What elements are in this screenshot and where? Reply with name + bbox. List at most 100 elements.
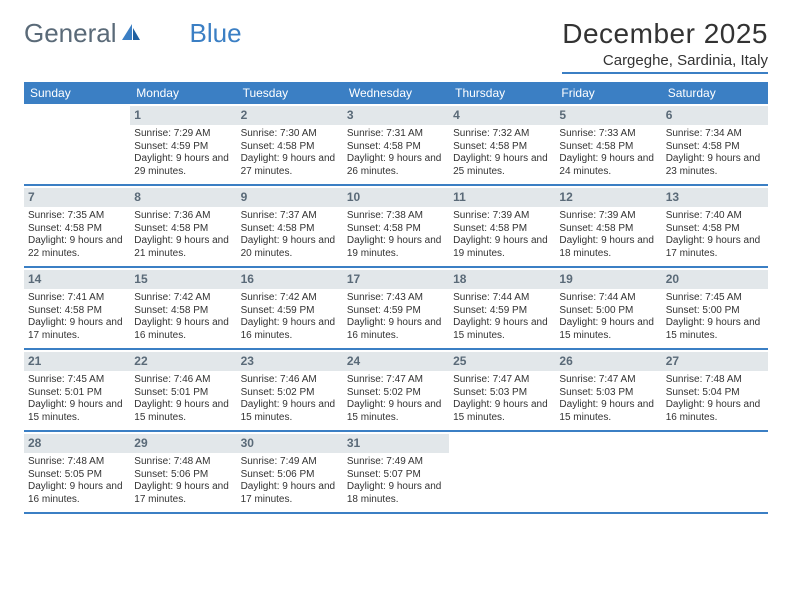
sunrise-text: Sunrise: 7:44 AM: [453, 292, 551, 305]
sunrise-text: Sunrise: 7:48 AM: [134, 456, 232, 469]
calendar: Sunday Monday Tuesday Wednesday Thursday…: [24, 82, 768, 514]
daylight-text: Daylight: 9 hours and 15 minutes.: [453, 317, 551, 342]
day-number: 8: [130, 188, 236, 207]
day-cell: 21Sunrise: 7:45 AMSunset: 5:01 PMDayligh…: [24, 350, 130, 430]
sunrise-text: Sunrise: 7:40 AM: [666, 210, 764, 223]
sunset-text: Sunset: 4:58 PM: [453, 223, 551, 236]
daylight-text: Daylight: 9 hours and 15 minutes.: [241, 399, 339, 424]
sunset-text: Sunset: 5:03 PM: [453, 387, 551, 400]
week-row: 14Sunrise: 7:41 AMSunset: 4:58 PMDayligh…: [24, 268, 768, 350]
day-number: 26: [555, 352, 661, 371]
day-number: 17: [343, 270, 449, 289]
sunset-text: Sunset: 4:58 PM: [559, 223, 657, 236]
day-cell: 8Sunrise: 7:36 AMSunset: 4:58 PMDaylight…: [130, 186, 236, 266]
daylight-text: Daylight: 9 hours and 16 minutes.: [134, 317, 232, 342]
day-number: 22: [130, 352, 236, 371]
day-number: 27: [662, 352, 768, 371]
day-cell: 26Sunrise: 7:47 AMSunset: 5:03 PMDayligh…: [555, 350, 661, 430]
day-cell: 17Sunrise: 7:43 AMSunset: 4:59 PMDayligh…: [343, 268, 449, 348]
sunset-text: Sunset: 5:06 PM: [134, 469, 232, 482]
weekday-tuesday: Tuesday: [237, 82, 343, 104]
day-number: 7: [24, 188, 130, 207]
daylight-text: Daylight: 9 hours and 15 minutes.: [28, 399, 126, 424]
sunset-text: Sunset: 5:01 PM: [134, 387, 232, 400]
daylight-text: Daylight: 9 hours and 15 minutes.: [453, 399, 551, 424]
daylight-text: Daylight: 9 hours and 16 minutes.: [28, 481, 126, 506]
day-number: 11: [449, 188, 555, 207]
sunset-text: Sunset: 4:58 PM: [453, 141, 551, 154]
sunrise-text: Sunrise: 7:48 AM: [666, 374, 764, 387]
sunset-text: Sunset: 5:02 PM: [347, 387, 445, 400]
sunset-text: Sunset: 4:59 PM: [134, 141, 232, 154]
daylight-text: Daylight: 9 hours and 18 minutes.: [347, 481, 445, 506]
day-cell: 22 Sunrise: 7:46 AMSunset: 5:01 PMDayligh…: [130, 350, 236, 430]
daylight-text: Daylight: 9 hours and 15 minutes.: [666, 317, 764, 342]
day-number: 1: [130, 106, 236, 125]
day-cell: 9Sunrise: 7:37 AMSunset: 4:58 PMDaylight…: [237, 186, 343, 266]
day-cell: 15Sunrise: 7:42 AMSunset: 4:58 PMDayligh…: [130, 268, 236, 348]
sunrise-text: Sunrise: 7:49 AM: [241, 456, 339, 469]
sunrise-text: Sunrise: 7:32 AM: [453, 128, 551, 141]
daylight-text: Daylight: 9 hours and 15 minutes.: [559, 399, 657, 424]
daylight-text: Daylight: 9 hours and 15 minutes.: [134, 399, 232, 424]
day-cell: 4Sunrise: 7:32 AMSunset: 4:58 PMDaylight…: [449, 104, 555, 184]
day-cell: 31Sunrise: 7:49 AMSunset: 5:07 PMDayligh…: [343, 432, 449, 512]
day-cell: 14Sunrise: 7:41 AMSunset: 4:58 PMDayligh…: [24, 268, 130, 348]
day-number: 9: [237, 188, 343, 207]
day-cell: 19Sunrise: 7:44 AMSunset: 5:00 PMDayligh…: [555, 268, 661, 348]
day-cell: 11Sunrise: 7:39 AMSunset: 4:58 PMDayligh…: [449, 186, 555, 266]
sunrise-text: Sunrise: 7:36 AM: [134, 210, 232, 223]
day-cell: 12Sunrise: 7:39 AMSunset: 4:58 PMDayligh…: [555, 186, 661, 266]
day-cell: .: [449, 432, 555, 512]
sunrise-text: Sunrise: 7:47 AM: [453, 374, 551, 387]
sunrise-text: Sunrise: 7:37 AM: [241, 210, 339, 223]
sunset-text: Sunset: 5:05 PM: [28, 469, 126, 482]
weekday-header-row: Sunday Monday Tuesday Wednesday Thursday…: [24, 82, 768, 104]
day-number: 23: [237, 352, 343, 371]
day-cell: 16Sunrise: 7:42 AMSunset: 4:59 PMDayligh…: [237, 268, 343, 348]
week-row: 7Sunrise: 7:35 AMSunset: 4:58 PMDaylight…: [24, 186, 768, 268]
sunset-text: Sunset: 5:01 PM: [28, 387, 126, 400]
daylight-text: Daylight: 9 hours and 21 minutes.: [134, 235, 232, 260]
day-cell: 7Sunrise: 7:35 AMSunset: 4:58 PMDaylight…: [24, 186, 130, 266]
day-cell: 24Sunrise: 7:47 AMSunset: 5:02 PMDayligh…: [343, 350, 449, 430]
weekday-wednesday: Wednesday: [343, 82, 449, 104]
sunset-text: Sunset: 4:58 PM: [134, 305, 232, 318]
sunset-text: Sunset: 5:04 PM: [666, 387, 764, 400]
sunset-text: Sunset: 4:58 PM: [28, 305, 126, 318]
day-number: 31: [343, 434, 449, 453]
day-number: 15: [130, 270, 236, 289]
sunrise-text: Sunrise: 7:46 AM: [134, 374, 232, 387]
daylight-text: Daylight: 9 hours and 24 minutes.: [559, 153, 657, 178]
weekday-saturday: Saturday: [662, 82, 768, 104]
sunrise-text: Sunrise: 7:46 AM: [241, 374, 339, 387]
daylight-text: Daylight: 9 hours and 29 minutes.: [134, 153, 232, 178]
day-cell: 30Sunrise: 7:49 AMSunset: 5:06 PMDayligh…: [237, 432, 343, 512]
sunset-text: Sunset: 4:59 PM: [241, 305, 339, 318]
day-number: 12: [555, 188, 661, 207]
day-number: 28: [24, 434, 130, 453]
day-number: 18: [449, 270, 555, 289]
sunset-text: Sunset: 5:02 PM: [241, 387, 339, 400]
day-cell: .: [555, 432, 661, 512]
daylight-text: Daylight: 9 hours and 17 minutes.: [134, 481, 232, 506]
sunrise-text: Sunrise: 7:43 AM: [347, 292, 445, 305]
day-number: 24: [343, 352, 449, 371]
sunrise-text: Sunrise: 7:30 AM: [241, 128, 339, 141]
day-cell: 1Sunrise: 7:29 AMSunset: 4:59 PMDaylight…: [130, 104, 236, 184]
week-row: 21Sunrise: 7:45 AMSunset: 5:01 PMDayligh…: [24, 350, 768, 432]
day-number: 3: [343, 106, 449, 125]
sunset-text: Sunset: 4:58 PM: [241, 141, 339, 154]
location-label: Cargeghe, Sardinia, Italy: [562, 52, 768, 69]
sunrise-text: Sunrise: 7:42 AM: [241, 292, 339, 305]
sunrise-text: Sunrise: 7:45 AM: [28, 374, 126, 387]
day-number: 30: [237, 434, 343, 453]
sunset-text: Sunset: 4:58 PM: [559, 141, 657, 154]
day-number: 16: [237, 270, 343, 289]
weekday-monday: Monday: [130, 82, 236, 104]
day-cell: .: [662, 432, 768, 512]
sunset-text: Sunset: 4:58 PM: [666, 223, 764, 236]
title-underline: [562, 72, 768, 74]
weekday-friday: Friday: [555, 82, 661, 104]
day-cell: .: [24, 104, 130, 184]
